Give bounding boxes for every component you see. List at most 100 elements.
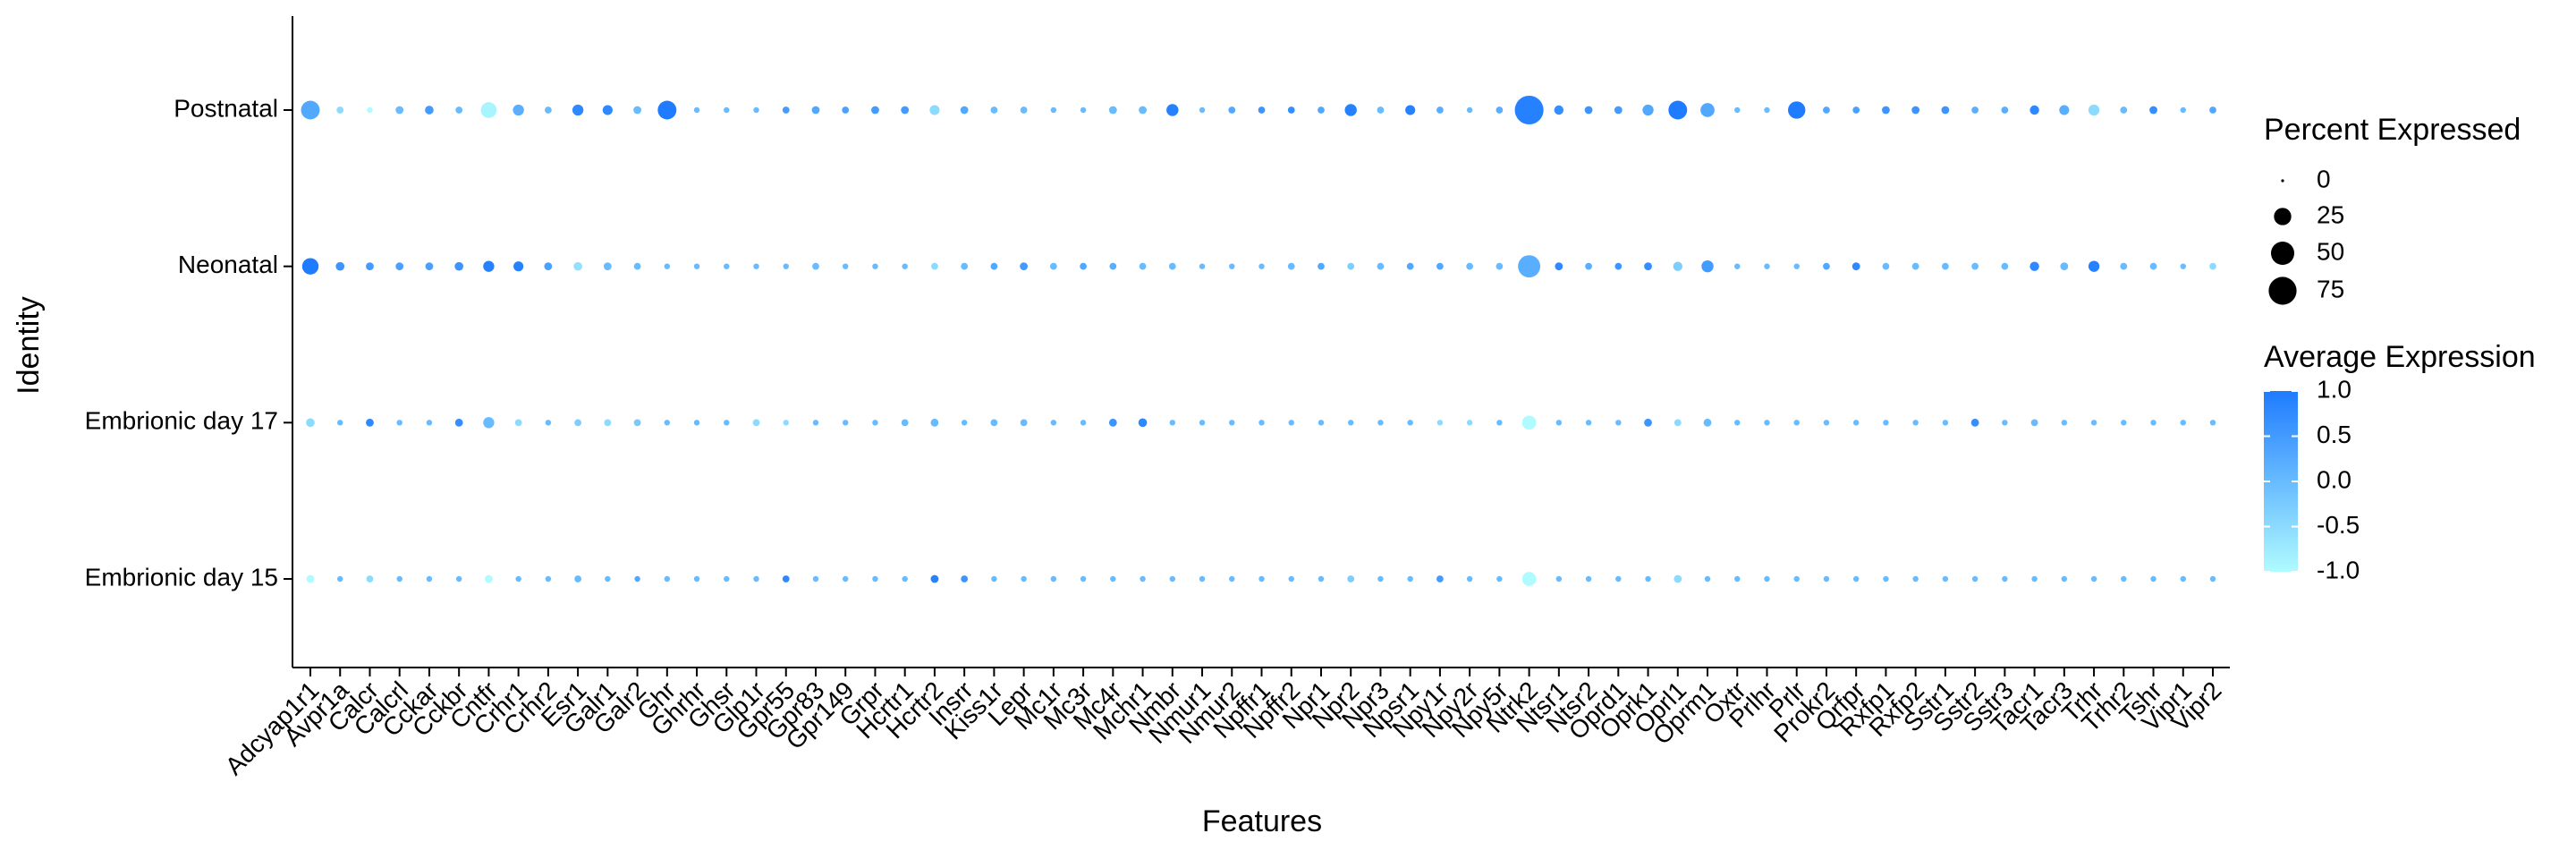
dot	[782, 575, 790, 583]
dot	[664, 420, 671, 426]
dot	[1108, 418, 1117, 427]
colorbar-label: 1.0	[2317, 375, 2351, 403]
dot	[454, 418, 463, 427]
dot	[1883, 575, 1889, 583]
dot	[1258, 575, 1265, 583]
dot	[1942, 575, 1949, 583]
dot	[961, 262, 969, 270]
dot	[1020, 262, 1029, 271]
dot	[1793, 575, 1800, 583]
dot	[1228, 106, 1236, 114]
dot	[1229, 420, 1235, 426]
dot	[1852, 106, 1860, 114]
dot	[871, 106, 879, 115]
dot	[1288, 420, 1294, 426]
dot	[396, 575, 402, 583]
dot	[367, 106, 373, 114]
dot	[634, 575, 640, 583]
dot	[1823, 262, 1830, 270]
dot	[782, 106, 790, 114]
dot	[1701, 259, 1714, 273]
dot	[1555, 262, 1563, 271]
dot	[2090, 420, 2097, 426]
dot	[872, 575, 878, 583]
dot	[1883, 420, 1889, 426]
dot	[1518, 255, 1541, 278]
dot	[1080, 420, 1087, 426]
dot	[2149, 262, 2157, 270]
dot	[1703, 418, 1712, 427]
dot	[812, 420, 819, 426]
dot	[1229, 263, 1235, 269]
dot	[2001, 262, 2009, 270]
dot	[1823, 106, 1830, 114]
dot	[1852, 575, 1860, 583]
dot	[2150, 575, 2157, 583]
dot	[1080, 575, 1087, 583]
x-axis-title: Features	[1202, 804, 1322, 838]
dot	[2209, 262, 2216, 270]
dot	[574, 419, 581, 427]
dot	[752, 419, 760, 427]
dot	[603, 262, 612, 271]
dot	[2121, 575, 2127, 583]
dot	[1764, 106, 1770, 114]
dot	[960, 106, 969, 115]
dot	[1764, 263, 1770, 269]
dot	[2029, 261, 2039, 271]
dot	[1258, 420, 1265, 426]
dot	[1108, 106, 1117, 115]
dot	[602, 105, 613, 115]
dot	[664, 263, 671, 269]
dot	[2209, 575, 2216, 583]
dot	[1555, 575, 1563, 583]
dot	[633, 419, 641, 427]
dot	[1347, 420, 1354, 426]
dot	[1645, 575, 1651, 583]
dot	[1555, 420, 1563, 426]
dot	[337, 420, 343, 426]
dot	[991, 575, 997, 583]
dot	[1496, 262, 1504, 270]
dot	[605, 575, 611, 583]
dot	[572, 104, 584, 116]
dot	[1199, 575, 1206, 583]
dot	[483, 260, 495, 272]
dot	[1110, 575, 1116, 583]
dot	[1585, 262, 1592, 270]
dot	[1258, 263, 1265, 269]
dot	[604, 419, 612, 427]
dot	[2030, 419, 2038, 427]
dot	[1109, 262, 1117, 270]
dot	[1405, 105, 1416, 115]
dot	[2059, 105, 2070, 115]
dot	[1734, 420, 1741, 426]
dot	[1912, 575, 1919, 583]
dot	[1169, 575, 1176, 583]
dot	[1466, 420, 1473, 426]
dot	[336, 106, 344, 114]
dot	[1644, 418, 1652, 427]
dot	[724, 575, 730, 583]
dot	[753, 106, 759, 114]
dot	[961, 575, 969, 583]
dot	[1521, 415, 1537, 430]
size-legend-label: 0	[2317, 165, 2331, 192]
size-legend-title: Percent Expressed	[2264, 113, 2521, 147]
dot	[2180, 420, 2186, 426]
dot	[1911, 106, 1920, 115]
dot	[306, 574, 315, 583]
dot	[2088, 104, 2100, 116]
dot	[990, 106, 998, 114]
dot	[724, 106, 730, 114]
dot	[2121, 420, 2127, 426]
dot	[1941, 106, 1950, 115]
dot	[2149, 106, 2157, 115]
dot	[1734, 575, 1741, 583]
dot	[1318, 106, 1325, 114]
y-tick-label: Embrionic day 15	[85, 563, 278, 591]
dot	[664, 575, 671, 583]
colorbar-label: -1.0	[2317, 556, 2360, 583]
dot	[513, 261, 524, 272]
dot	[901, 419, 909, 427]
